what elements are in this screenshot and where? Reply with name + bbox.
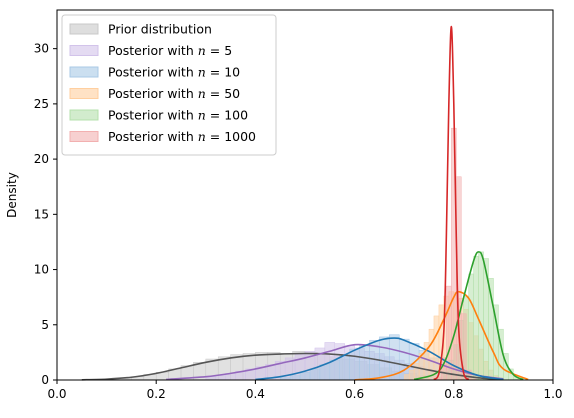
histogram-bar — [309, 368, 321, 381]
legend-swatch — [69, 88, 99, 99]
x-axis: 0.0 0.2 0.4 0.6 0.8 1.0 — [47, 380, 563, 401]
histogram-bar — [408, 369, 415, 381]
histogram-bar — [349, 348, 360, 381]
x-tick-label: 0.2 — [147, 387, 166, 401]
y-tick-label: 5 — [41, 318, 49, 332]
x-tick-label: 0.0 — [47, 387, 66, 401]
histogram-bar — [215, 375, 226, 381]
y-axis: 0 5 10 15 20 25 30 — [34, 42, 57, 387]
legend-item: Posterior with n = 50 — [69, 86, 240, 101]
x-tick-label: 0.4 — [246, 387, 265, 401]
kde-line-series-2 — [255, 337, 504, 381]
legend-swatch — [69, 23, 99, 35]
kde-line-series-0 — [81, 352, 504, 381]
histogram-bar — [289, 375, 301, 381]
axes-frame — [56, 9, 554, 381]
histogram-bar — [319, 364, 331, 381]
y-tick-label: 15 — [34, 207, 49, 221]
legend-label: Posterior with n = 5 — [108, 43, 232, 58]
histogram-bar — [403, 374, 410, 381]
histogram-bar — [379, 336, 390, 381]
histogram-bar — [398, 338, 410, 381]
histogram-bar — [493, 304, 499, 381]
x-tick-label: 0.6 — [345, 387, 364, 401]
histogram-bar — [339, 354, 350, 381]
histogram-bar — [468, 273, 474, 381]
histogram-bar — [359, 344, 370, 381]
legend-item: Prior distribution — [69, 22, 212, 37]
legend-swatch — [69, 131, 99, 142]
legend-item: Posterior with n = 5 — [69, 43, 232, 58]
legend-item: Posterior with n = 10 — [69, 65, 240, 80]
histogram-bar — [329, 359, 340, 381]
histogram-bar — [299, 372, 311, 381]
kde-layer — [81, 25, 529, 381]
legend: Prior distribution Posterior with n = 5 Po… — [61, 14, 277, 156]
histogram-bar — [413, 363, 420, 381]
kde-line-series-4 — [413, 251, 524, 381]
legend-label: Posterior with n = 50 — [108, 86, 240, 101]
legend-label: Posterior with n = 1000 — [108, 129, 256, 144]
legend-label: Prior distribution — [108, 22, 212, 37]
kde-line-series-1 — [166, 343, 504, 381]
legend-box — [61, 14, 277, 156]
legend-label: Posterior with n = 10 — [108, 65, 240, 80]
kde-line-series-3 — [354, 290, 529, 381]
histogram-bar — [478, 251, 484, 381]
y-tick-label: 10 — [34, 263, 49, 277]
x-tick-label: 0.8 — [444, 387, 463, 401]
histogram-bar — [428, 328, 435, 381]
legend-swatch — [69, 109, 99, 121]
y-tick-label: 20 — [34, 152, 49, 166]
y-axis-label: Density — [5, 172, 19, 218]
legend-item: Posterior with n = 100 — [69, 108, 248, 123]
legend-swatch — [69, 66, 99, 78]
y-tick-label: 25 — [34, 97, 49, 111]
legend-label: Posterior with n = 100 — [108, 108, 248, 123]
legend-swatch — [69, 45, 99, 56]
x-tick-label: 1.0 — [543, 387, 562, 401]
kde-line-series-5 — [433, 25, 470, 381]
y-tick-label: 30 — [34, 42, 49, 56]
y-tick-label: 0 — [41, 373, 49, 387]
legend-item: Posterior with n = 1000 — [69, 129, 256, 144]
